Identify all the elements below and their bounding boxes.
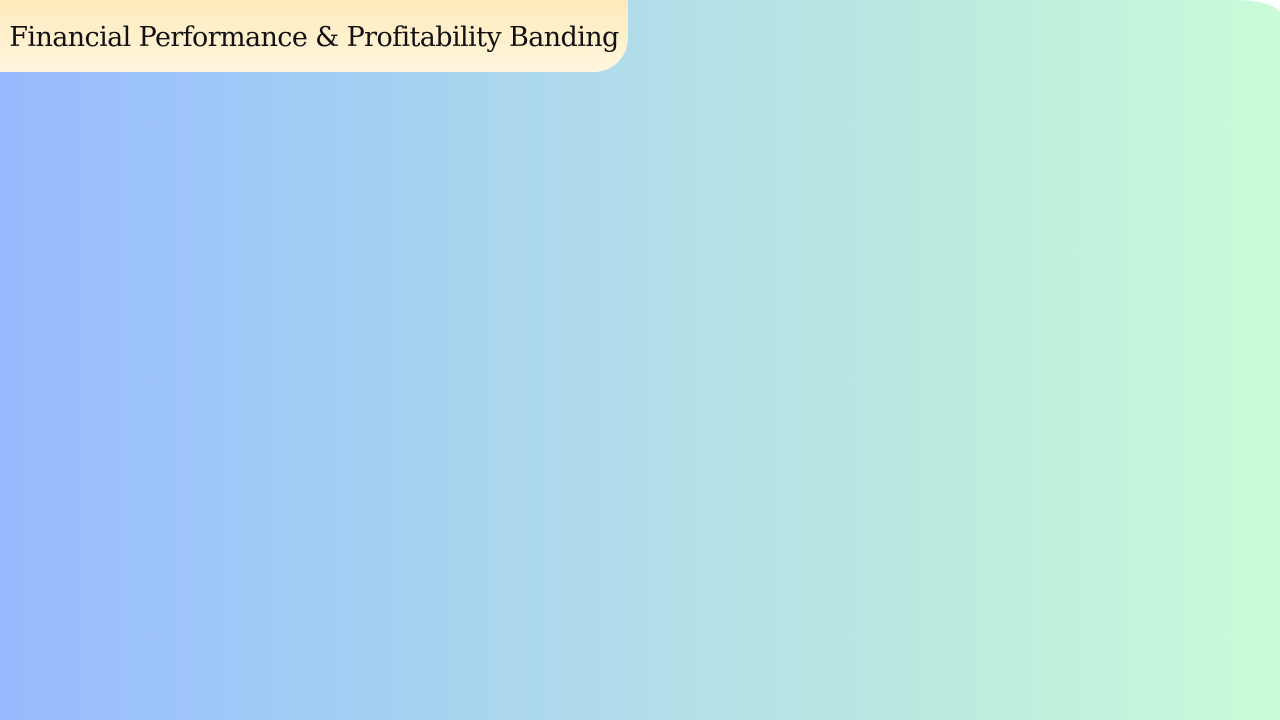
slide-title: Financial Performance & Profitability Ba… xyxy=(9,21,619,53)
title-tab: Financial Performance & Profitability Ba… xyxy=(0,0,628,72)
